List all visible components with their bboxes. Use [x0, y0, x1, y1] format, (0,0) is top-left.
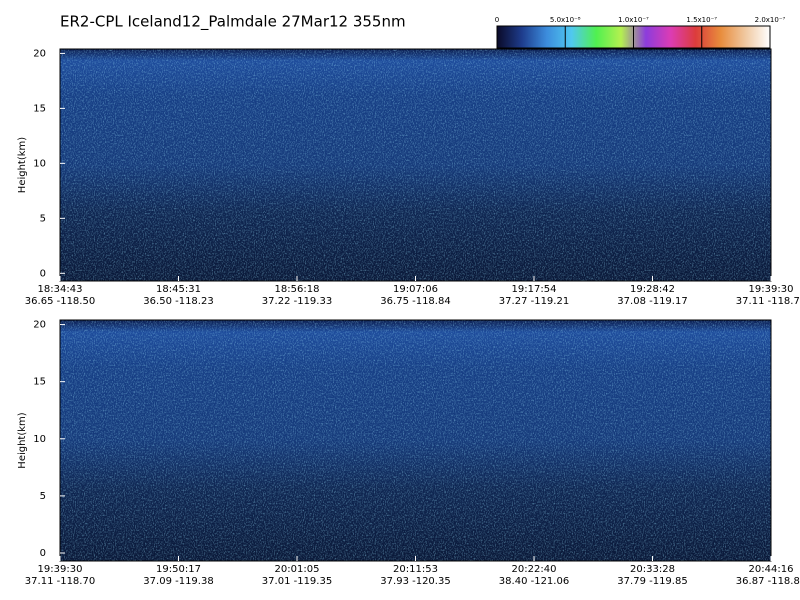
x-tick-label: 20:11:53	[393, 564, 438, 575]
y-tick-label: 15	[33, 377, 46, 388]
y-tick-label: 20	[33, 320, 46, 331]
x-tick-label: 19:50:17	[156, 564, 201, 575]
x-coord-label: 37.01 -119.35	[262, 576, 332, 587]
x-coord-label: 36.65 -118.50	[25, 296, 95, 307]
colorbar-tick-label: 1.5x10⁻⁷	[686, 16, 717, 24]
y-tick-label: 0	[40, 548, 46, 559]
x-tick-label: 20:22:40	[512, 564, 557, 575]
y-tick-label: 10	[33, 158, 46, 169]
x-tick-label: 18:56:18	[275, 284, 320, 295]
y-tick-label: 5	[40, 491, 46, 502]
x-coord-label: 37.27 -119.21	[499, 296, 569, 307]
x-coord-label: 37.11 -118.70	[736, 296, 800, 307]
x-coord-label: 37.09 -119.38	[143, 576, 213, 587]
x-tick-label: 19:39:30	[749, 284, 794, 295]
y-axis-label: Height(km)	[17, 137, 28, 193]
x-tick-label: 20:44:16	[749, 564, 794, 575]
x-coord-label: 36.87 -118.80	[736, 576, 800, 587]
colorbar-tick-label: 5.0x10⁻⁸	[550, 16, 581, 24]
x-tick-label: 19:28:42	[630, 284, 675, 295]
x-tick-label: 18:45:31	[156, 284, 201, 295]
x-tick-label: 19:39:30	[38, 564, 83, 575]
x-coord-label: 38.40 -121.06	[499, 576, 569, 587]
x-tick-label: 18:34:43	[38, 284, 83, 295]
x-coord-label: 37.11 -118.70	[25, 576, 95, 587]
x-coord-label: 37.93 -120.35	[380, 576, 450, 587]
curtain-noise	[60, 49, 771, 281]
x-coord-label: 36.75 -118.84	[380, 296, 450, 307]
y-tick-label: 0	[40, 268, 46, 279]
colorbar-tick-label: 2.0x10⁻⁷	[755, 16, 786, 24]
x-tick-label: 19:07:06	[393, 284, 438, 295]
x-coord-label: 37.08 -119.17	[617, 296, 687, 307]
y-tick-label: 10	[33, 434, 46, 445]
x-coord-label: 37.79 -119.85	[617, 576, 687, 587]
x-coord-label: 37.22 -119.33	[262, 296, 332, 307]
y-tick-label: 5	[40, 213, 46, 224]
x-tick-label: 20:01:05	[275, 564, 320, 575]
x-coord-label: 36.50 -118.23	[143, 296, 213, 307]
y-tick-label: 20	[33, 48, 46, 59]
colorbar-tick-label: 1.0x10⁻⁷	[618, 16, 649, 24]
y-tick-label: 15	[33, 103, 46, 114]
chart-title: ER2-CPL Iceland12_Palmdale 27Mar12 355nm	[60, 13, 406, 32]
x-tick-label: 20:33:28	[630, 564, 675, 575]
colorbar-tick-label: 0	[495, 16, 499, 24]
x-tick-label: 19:17:54	[512, 284, 557, 295]
curtain-noise	[60, 320, 771, 561]
y-axis-label: Height(km)	[17, 412, 28, 468]
